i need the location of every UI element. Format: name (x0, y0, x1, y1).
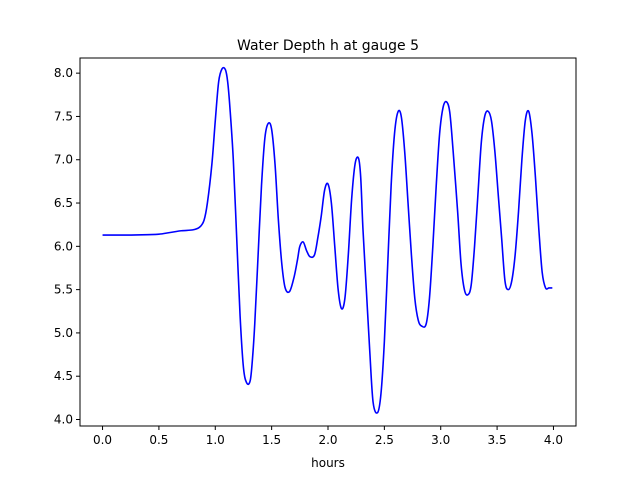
y-tick-label: 7.0 (54, 153, 73, 167)
y-tick-label: 6.0 (54, 239, 73, 253)
x-tick-label: 4.0 (544, 433, 563, 447)
x-tick-label: 1.0 (206, 433, 225, 447)
x-tick-label: 2.5 (375, 433, 394, 447)
y-tick-label: 6.5 (54, 196, 73, 210)
x-tick-label: 0.5 (149, 433, 168, 447)
y-tick-label: 8.0 (54, 66, 73, 80)
x-axis: 0.0 0.5 1.0 1.5 2.0 2.5 3.0 3.5 4.0 (93, 426, 563, 447)
x-axis-label: hours (311, 456, 345, 470)
x-tick-label: 3.5 (488, 433, 507, 447)
x-tick-label: 1.5 (262, 433, 281, 447)
y-axis: 4.0 4.5 5.0 5.5 6.0 6.5 7.0 7.5 8.0 (54, 66, 80, 427)
x-tick-label: 3.0 (431, 433, 450, 447)
y-tick-label: 4.0 (54, 413, 73, 427)
x-tick-label: 0.0 (93, 433, 112, 447)
y-tick-label: 4.5 (54, 369, 73, 383)
y-tick-label: 7.5 (54, 109, 73, 123)
y-tick-label: 5.0 (54, 326, 73, 340)
chart-title: Water Depth h at gauge 5 (237, 38, 419, 54)
water-depth-line (102, 66, 553, 414)
x-tick-label: 2.0 (318, 433, 337, 447)
y-tick-label: 5.5 (54, 283, 73, 297)
